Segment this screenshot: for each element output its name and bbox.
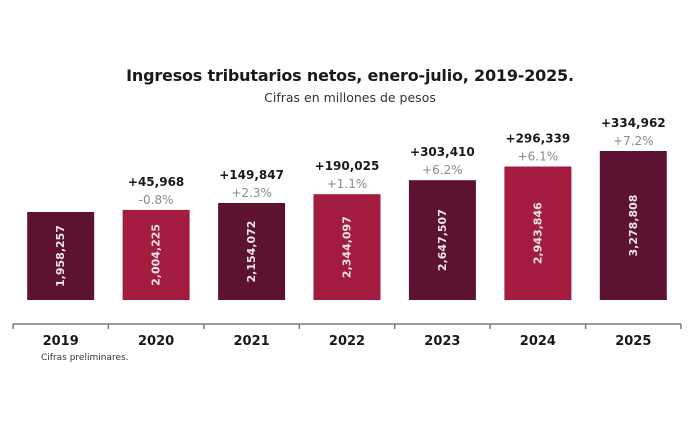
bar-2024 bbox=[504, 166, 572, 300]
bar-2020 bbox=[122, 209, 190, 300]
difference-label: +334,962 bbox=[601, 116, 666, 130]
difference-label: +45,968 bbox=[128, 175, 184, 189]
x-axis: 2019 2020 2021 2022 2023 2024 2025 bbox=[12, 323, 682, 349]
pct-change-label: +7.2% bbox=[613, 134, 654, 148]
bar-value-label: 3,278,808 bbox=[627, 195, 640, 257]
bar-value-label: 2,344,097 bbox=[341, 216, 354, 278]
bar-value-label: 1,958,257 bbox=[54, 225, 67, 287]
pct-change-label: -0.8% bbox=[139, 193, 174, 207]
pct-change-label: +1.1% bbox=[327, 177, 368, 191]
x-tick-label: 2022 bbox=[329, 334, 365, 349]
footnote: Cifras preliminares. bbox=[41, 353, 129, 363]
bars-group: 1,958,257 2,004,225 -0.8% +45,968 2,154,072 +… bbox=[27, 116, 667, 300]
bar-value-label: 2,154,072 bbox=[245, 221, 258, 283]
bar-2023 bbox=[408, 180, 476, 300]
difference-label: +303,410 bbox=[410, 145, 475, 159]
bar-2019 bbox=[27, 212, 95, 300]
pct-change-label: +6.1% bbox=[518, 150, 559, 164]
chart-subtitle: Cifras en millones de pesos bbox=[264, 90, 436, 105]
pct-change-label: +6.2% bbox=[422, 163, 463, 177]
x-tick-label: 2025 bbox=[615, 334, 651, 349]
pct-change-label: +2.3% bbox=[231, 186, 272, 200]
bar-2025 bbox=[599, 151, 667, 300]
bar-value-label: 2,647,507 bbox=[436, 209, 449, 271]
x-tick-label: 2020 bbox=[138, 334, 174, 349]
difference-label: +190,025 bbox=[315, 159, 380, 173]
x-tick-label: 2019 bbox=[43, 334, 79, 349]
chart-title: Ingresos tributarios netos, enero-julio,… bbox=[126, 66, 574, 85]
x-tick-label: 2024 bbox=[520, 334, 556, 349]
bar-2021 bbox=[218, 203, 286, 300]
bar-2022 bbox=[313, 194, 381, 300]
difference-label: +149,847 bbox=[219, 168, 284, 182]
x-tick-label: 2021 bbox=[234, 334, 270, 349]
bar-value-label: 2,943,846 bbox=[531, 202, 544, 264]
x-tick-label: 2023 bbox=[424, 334, 460, 349]
difference-label: +296,339 bbox=[506, 132, 571, 146]
bar-value-label: 2,004,225 bbox=[150, 224, 163, 286]
